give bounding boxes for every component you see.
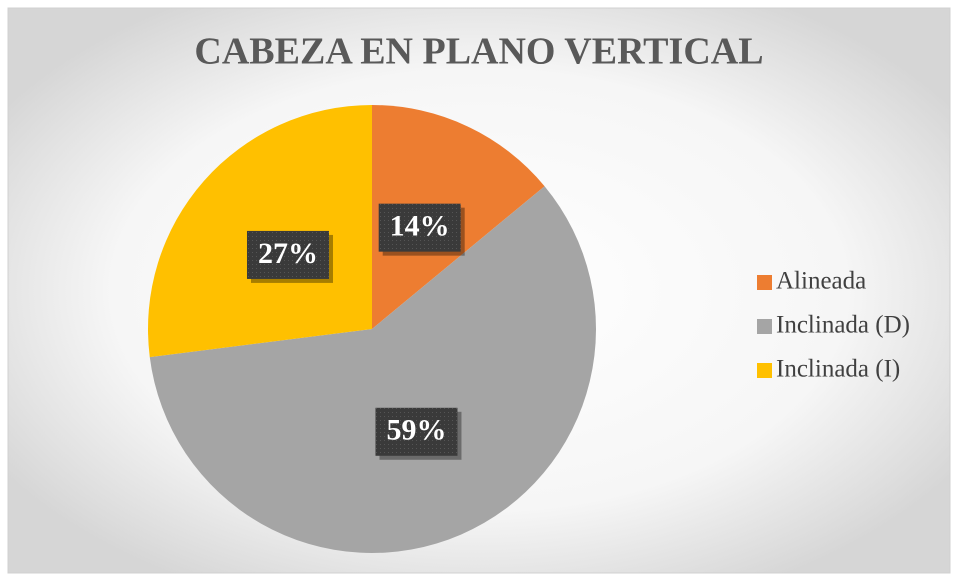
- label-box: [246, 230, 329, 279]
- label-box: [378, 203, 461, 252]
- label-box: [375, 407, 458, 456]
- legend-label: Inclinada (I): [776, 356, 900, 383]
- data-label: 27%: [258, 237, 318, 270]
- chart-title: CABEZA EN PLANO VERTICAL: [194, 31, 763, 73]
- data-label: 59%: [386, 414, 446, 447]
- legend-swatch: [757, 275, 772, 290]
- legend-swatch: [757, 363, 772, 378]
- legend-label: Inclinada (D): [776, 312, 910, 339]
- legend-label: Alineada: [776, 268, 866, 295]
- pie-slice: [149, 186, 596, 553]
- data-label: 14%: [390, 210, 450, 243]
- legend-swatch: [757, 319, 772, 334]
